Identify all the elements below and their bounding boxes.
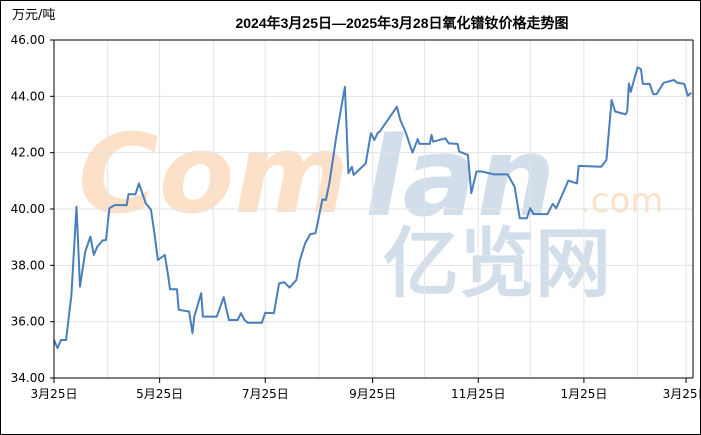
- y-tick-label: 40.00: [11, 202, 45, 216]
- y-tick-label: 46.00: [11, 33, 45, 47]
- x-tick-label: 3月25日: [663, 387, 701, 401]
- x-tick-label: 7月25日: [242, 387, 289, 401]
- grid: [54, 40, 693, 378]
- price-line: [53, 66, 692, 350]
- watermark-dotcom: .com: [580, 181, 663, 221]
- y-tick-label: 44.00: [11, 89, 45, 103]
- y-tick-label: 36.00: [11, 315, 45, 329]
- chart-title: 2024年3月25日—2025年3月28日氧化镨钕价格走势图: [235, 15, 568, 31]
- y-axis-ticks: 34.00 36.00 38.00 40.00 42.00 44.00 46.00: [11, 33, 54, 385]
- x-tick-label: 3月25日: [31, 387, 78, 401]
- x-axis-ticks: 3月25日 5月25日 7月25日 9月25日 11月25日 1月25日 3月25日: [31, 378, 701, 401]
- x-tick-label: 5月25日: [136, 387, 183, 401]
- x-tick-label: 9月25日: [349, 387, 396, 401]
- x-tick-label: 1月25日: [560, 387, 607, 401]
- watermark-cjk: 亿览网: [383, 219, 611, 308]
- watermark-lan: lan: [365, 113, 555, 241]
- y-tick-label: 34.00: [11, 371, 45, 385]
- y-axis-unit: 万元/吨: [12, 8, 55, 23]
- x-tick-label: 11月25日: [451, 387, 506, 401]
- y-tick-label: 42.00: [11, 146, 45, 160]
- y-tick-label: 38.00: [11, 258, 45, 272]
